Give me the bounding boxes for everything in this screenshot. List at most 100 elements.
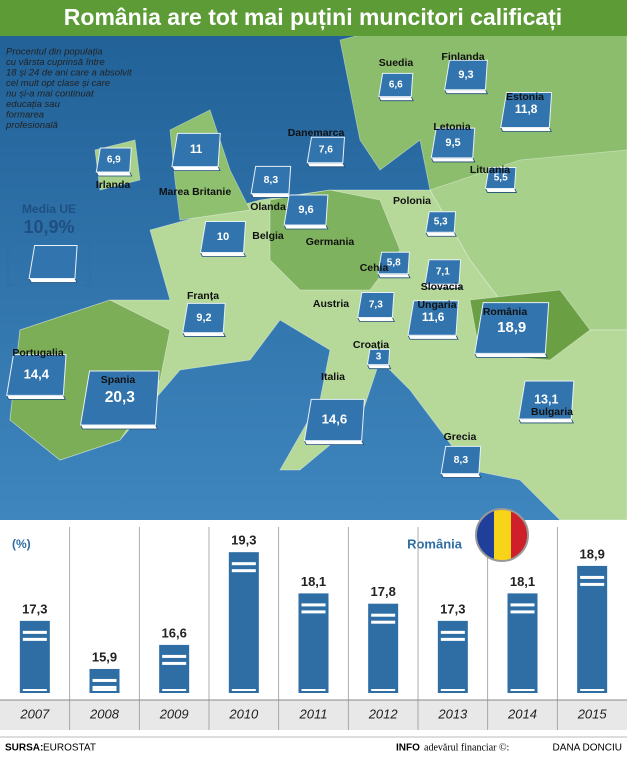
book-cover	[303, 398, 365, 442]
bar	[507, 593, 538, 693]
country-name: Franța	[187, 290, 219, 302]
book-cover	[518, 380, 575, 420]
bar-stripe	[440, 637, 465, 641]
bar-stripe	[510, 603, 535, 607]
publisher: adevărul financiar ©:	[424, 742, 509, 753]
bar-stripe	[162, 654, 187, 658]
book-pages	[500, 127, 552, 132]
book-pages	[182, 332, 226, 337]
eu-value: 10,9%	[23, 217, 74, 237]
bar-base	[301, 689, 326, 691]
year-band	[0, 700, 627, 730]
book-pages	[407, 334, 459, 340]
country-name: Ungaria	[417, 299, 456, 311]
country-name: Italia	[321, 371, 345, 383]
book-cover	[6, 354, 67, 396]
book-pages	[199, 252, 247, 257]
book-cover	[171, 132, 221, 168]
book-pages	[79, 424, 159, 430]
book-pages	[440, 473, 482, 478]
book-value: 9,2	[196, 312, 211, 324]
description-line: cu vârsta cuprinsă între	[6, 57, 105, 68]
bar-stripe	[22, 630, 47, 634]
book-cover	[366, 348, 391, 366]
book-pages	[28, 278, 78, 283]
book-value: 8,3	[454, 455, 469, 466]
country-name: Austria	[313, 298, 349, 310]
book-value: 20,3	[105, 389, 136, 406]
book-cover	[357, 292, 395, 318]
description-line: nu și-a mai continuat	[6, 89, 94, 100]
book-pages	[95, 171, 133, 177]
book-cover	[95, 147, 132, 173]
country-name: Spania	[101, 374, 136, 386]
book-cover	[430, 127, 476, 159]
bar-stripe	[92, 685, 117, 689]
bar-base	[440, 689, 465, 691]
bar-stripe	[162, 661, 187, 665]
book-value: 6,6	[389, 80, 403, 91]
country-name: Polonia	[393, 195, 431, 207]
country-name: Marea Britanie	[159, 186, 232, 198]
book-value: 13,1	[534, 392, 558, 406]
book-pages	[357, 317, 395, 322]
book-pages	[250, 193, 292, 198]
bar-stripe	[92, 678, 117, 682]
bar-value: 18,9	[580, 546, 605, 561]
bar-value: 18,1	[301, 574, 326, 589]
bar-stripe	[22, 637, 47, 641]
book-cover	[378, 72, 414, 98]
country-name: Irlanda	[96, 179, 131, 191]
bar-stripe	[580, 575, 605, 579]
author: DANA DONCIU	[553, 743, 622, 754]
x-tick-label: 2014	[507, 706, 537, 721]
source: EUROSTAT	[43, 743, 96, 754]
bar-base	[580, 689, 605, 691]
series-label: România	[407, 536, 463, 551]
bar-value: 17,3	[440, 601, 465, 616]
book-value: 9,3	[458, 69, 473, 81]
bracket	[7, 207, 91, 286]
country-name: Bulgaria	[531, 406, 573, 418]
book-cover	[500, 92, 553, 128]
bar	[298, 593, 329, 693]
country-name: România	[483, 306, 528, 318]
bar	[577, 565, 608, 693]
book-pages	[430, 157, 476, 163]
bar-stripe	[301, 610, 326, 614]
book-value: 9,6	[298, 204, 313, 216]
book-value: 11,8	[515, 102, 538, 116]
country-name: Slovacia	[421, 281, 464, 293]
country-name: Suedia	[379, 57, 414, 69]
bar-base	[162, 689, 187, 691]
book-pages	[171, 166, 221, 171]
country-name: Olanda	[250, 201, 286, 213]
eu-average: Media UE 10,9%	[7, 202, 91, 286]
book-cover	[440, 445, 482, 475]
bar-value: 18,1	[510, 574, 535, 589]
book-value: 11,6	[422, 310, 445, 324]
book-value: 10	[217, 231, 229, 243]
title: România are tot mai puțini muncitori cal…	[64, 4, 562, 31]
country-name: Letonia	[433, 121, 470, 133]
book-cover	[443, 59, 488, 91]
book-pages	[425, 231, 457, 237]
country-name: Finlanda	[441, 51, 484, 63]
book-cover	[306, 136, 346, 164]
book-value: 6,9	[107, 155, 121, 166]
book-pages	[366, 364, 392, 370]
book-pages	[306, 162, 346, 168]
book-value: 5,3	[434, 217, 448, 228]
bar-base	[510, 689, 535, 691]
country-name: Lituania	[470, 164, 510, 176]
x-tick-label: 2012	[368, 706, 399, 721]
title-bar	[0, 0, 627, 36]
bar-base	[371, 689, 396, 691]
footer	[0, 735, 627, 760]
country-name: Grecia	[444, 431, 477, 443]
bar-stripe	[580, 582, 605, 586]
description-line: educația sau	[6, 99, 61, 110]
country-name: Danemarca	[288, 127, 345, 139]
